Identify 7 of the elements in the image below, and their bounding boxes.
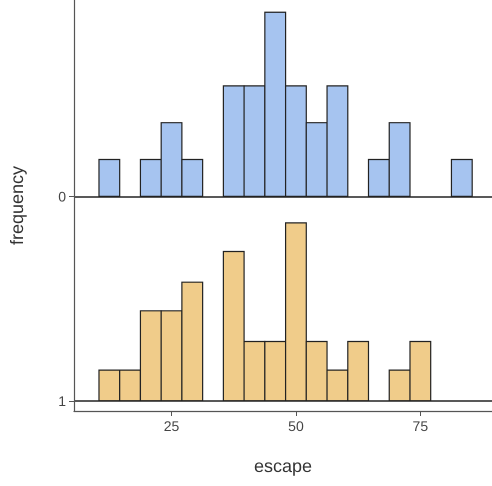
y-tick-label: 1 [58,392,66,409]
x-axis-title: escape [254,456,312,476]
y-tick-label: 0 [58,188,66,204]
x-tick-label: 75 [412,418,428,434]
y-axis-title: frequency [7,166,27,246]
x-tick-label: 25 [164,418,180,434]
x-tick-label: 50 [288,418,304,434]
